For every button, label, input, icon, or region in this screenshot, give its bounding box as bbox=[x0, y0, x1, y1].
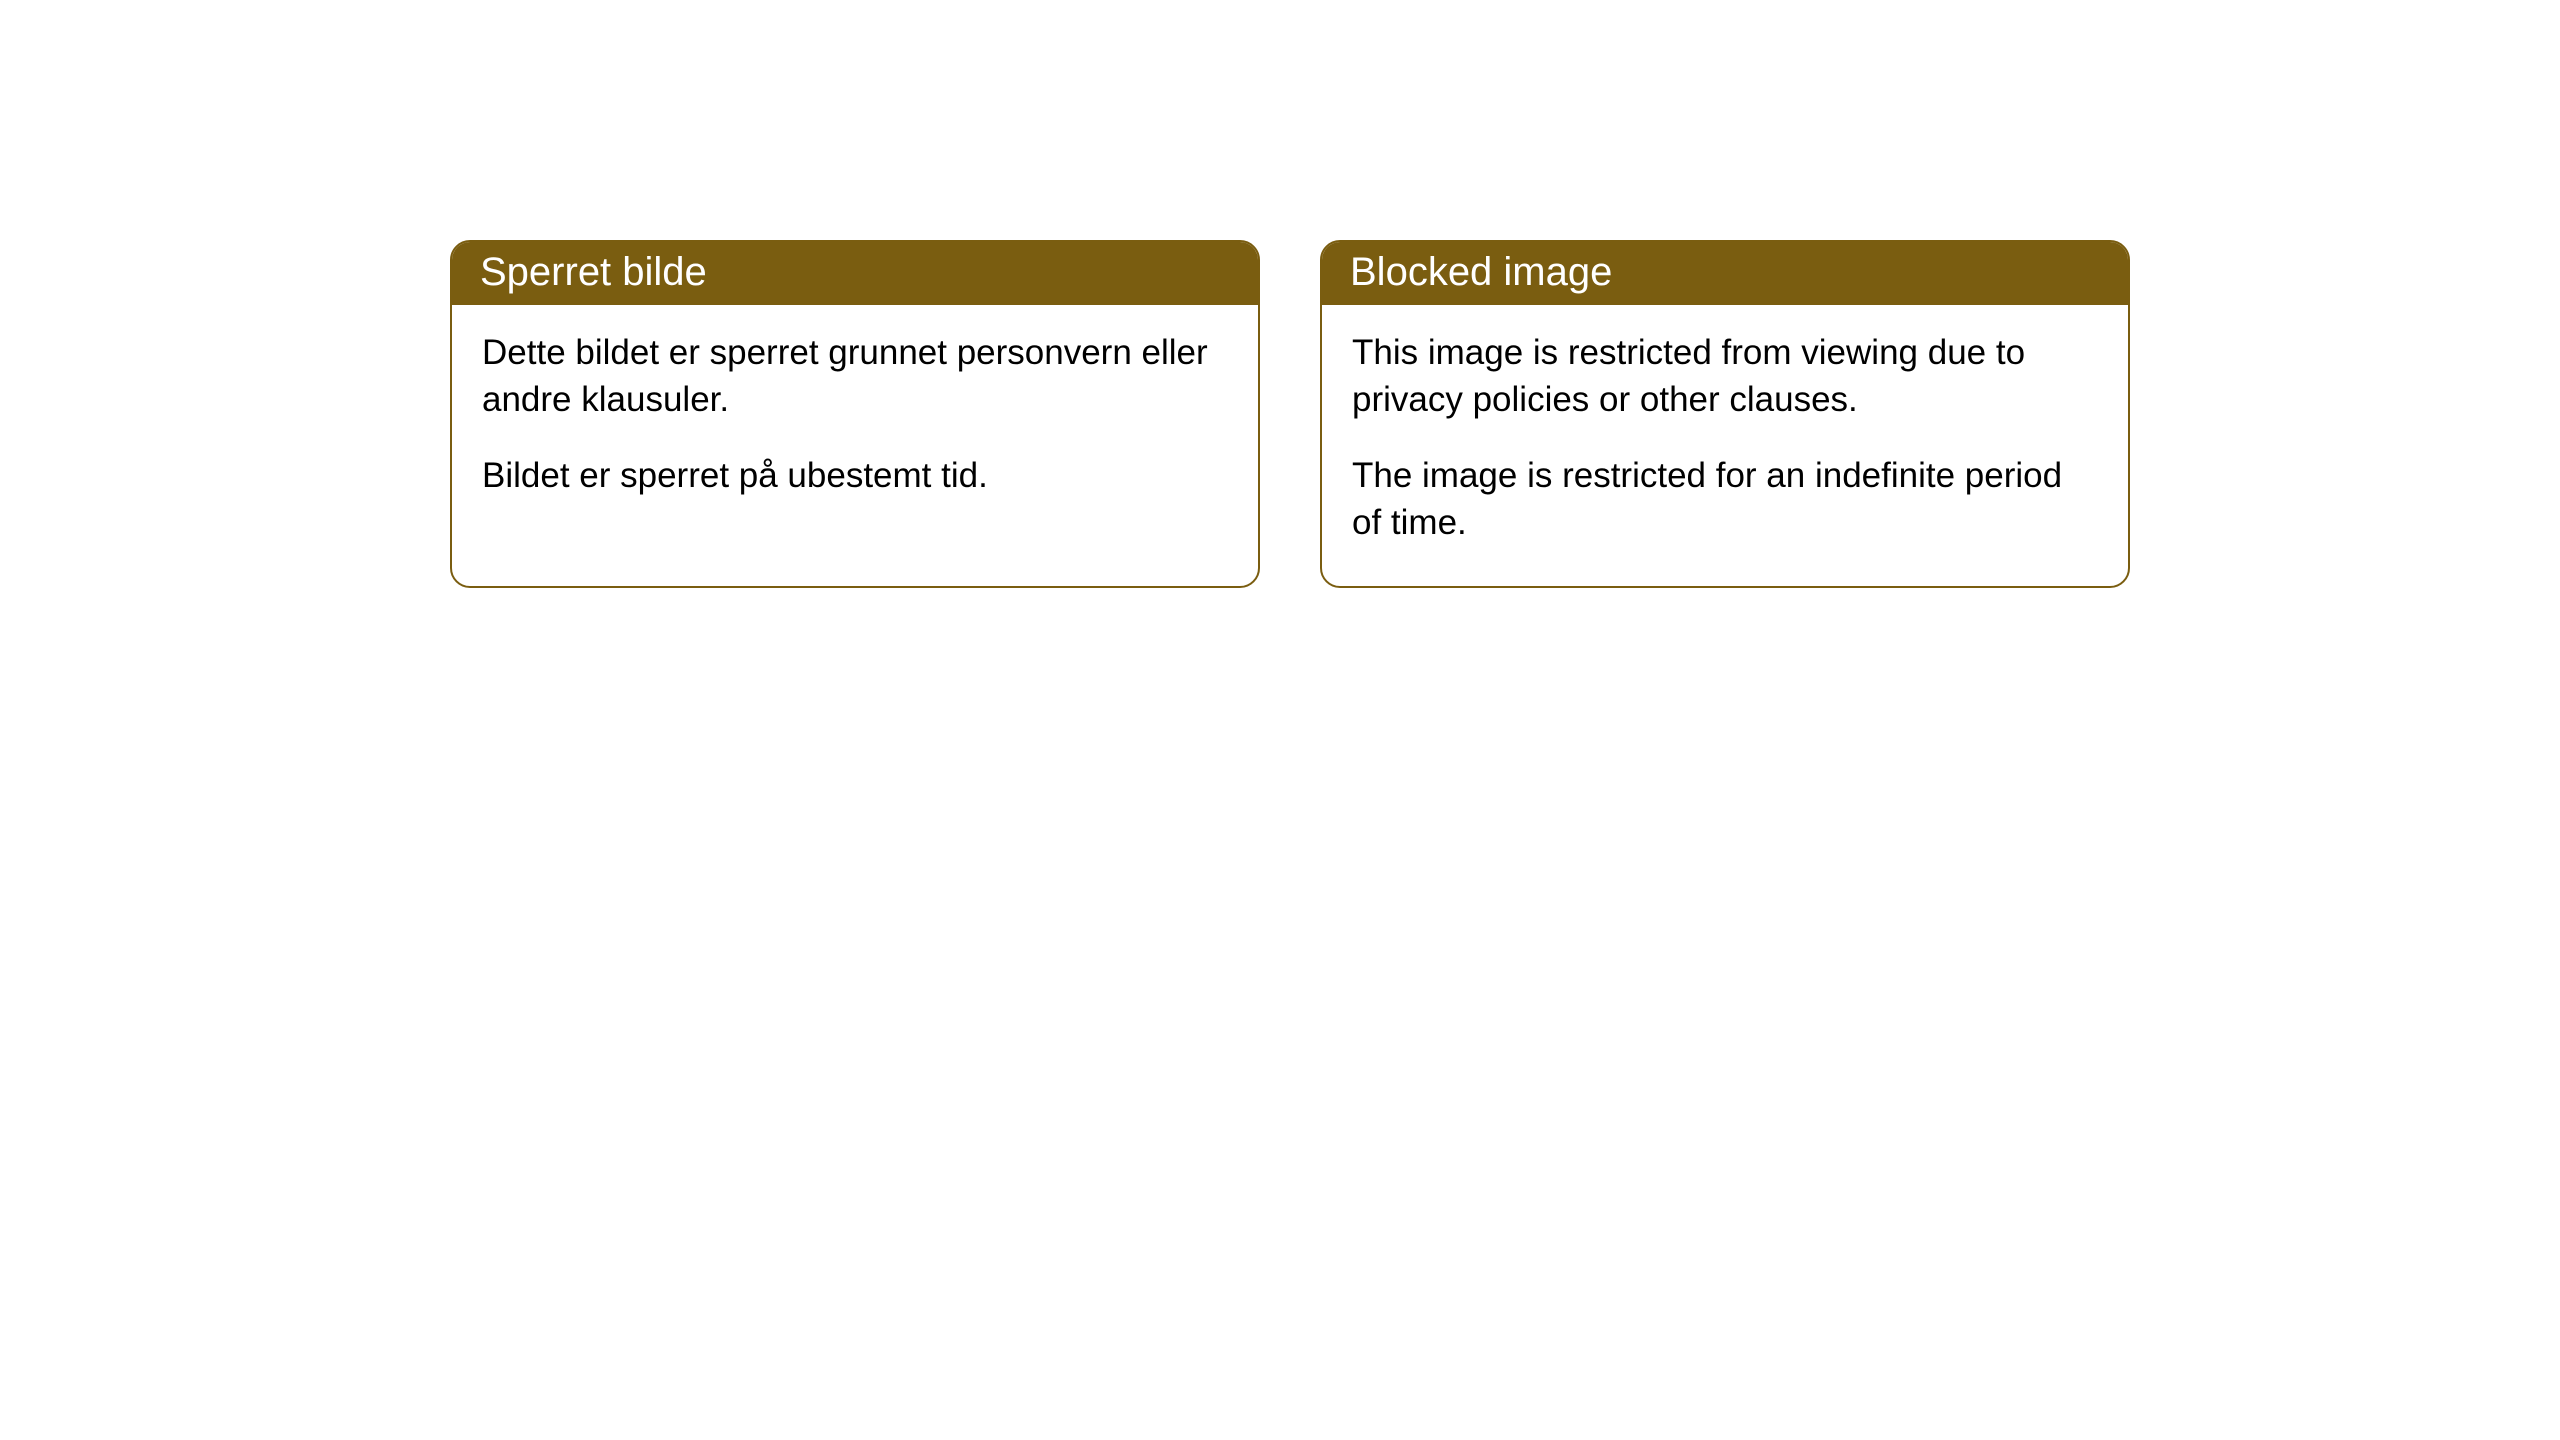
notice-paragraph-2: The image is restricted for an indefinit… bbox=[1352, 452, 2098, 547]
card-body: Dette bildet er sperret grunnet personve… bbox=[452, 305, 1258, 539]
card-body: This image is restricted from viewing du… bbox=[1322, 305, 2128, 586]
card-header: Sperret bilde bbox=[452, 242, 1258, 305]
card-header: Blocked image bbox=[1322, 242, 2128, 305]
notice-card-english: Blocked image This image is restricted f… bbox=[1320, 240, 2130, 588]
notice-paragraph-1: This image is restricted from viewing du… bbox=[1352, 329, 2098, 424]
notice-cards-container: Sperret bilde Dette bildet er sperret gr… bbox=[0, 0, 2560, 588]
notice-paragraph-2: Bildet er sperret på ubestemt tid. bbox=[482, 452, 1228, 499]
notice-paragraph-1: Dette bildet er sperret grunnet personve… bbox=[482, 329, 1228, 424]
notice-card-norwegian: Sperret bilde Dette bildet er sperret gr… bbox=[450, 240, 1260, 588]
